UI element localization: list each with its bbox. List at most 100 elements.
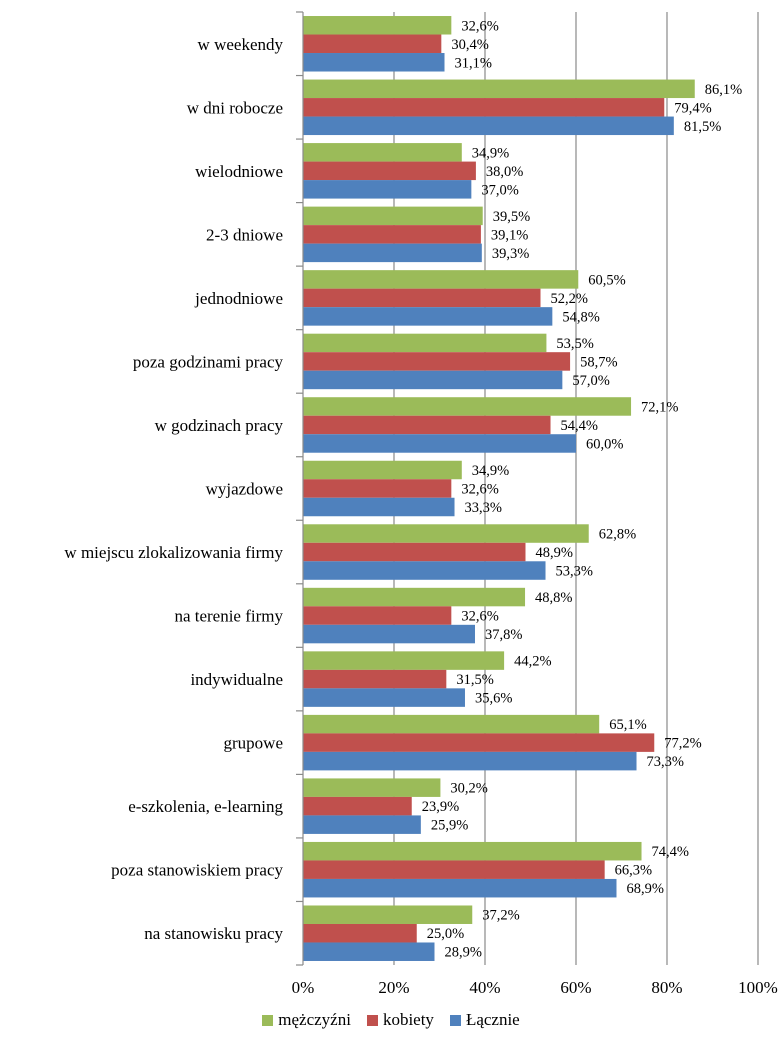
data-label-9-series-0: 48,8%	[535, 590, 572, 606]
bar-3-series-1	[303, 225, 481, 244]
bar-11-series-1	[303, 733, 655, 752]
bar-10-series-0	[303, 651, 505, 670]
bar-2-series-1	[303, 161, 476, 181]
bar-4-series-0	[303, 270, 579, 289]
data-label-11-series-2: 73,3%	[647, 754, 684, 770]
data-label-12-series-1: 23,9%	[422, 799, 459, 815]
data-label-8-series-2: 53,3%	[556, 564, 593, 580]
x-tick-label-2: 40%	[469, 978, 500, 997]
bar-5-series-0	[303, 333, 547, 353]
x-tick-label-5: 100%	[738, 978, 778, 997]
bar-13-series-0	[303, 841, 642, 861]
category-label-8: w miejscu zlokalizowania firmy	[64, 543, 283, 562]
data-label-5-series-2: 57,0%	[572, 373, 609, 389]
data-label-10-series-1: 31,5%	[456, 672, 493, 688]
bar-7-series-1	[303, 479, 452, 498]
data-label-11-series-1: 77,2%	[664, 736, 701, 752]
legend: mężczyźni kobiety Łącznie	[0, 1010, 782, 1030]
data-label-8-series-1: 48,9%	[535, 545, 572, 561]
legend-item-series-0: mężczyźni	[262, 1010, 351, 1030]
bar-0-series-2	[303, 53, 445, 72]
data-label-8-series-0: 62,8%	[599, 527, 636, 543]
bar-4-series-1	[303, 288, 541, 308]
data-label-2-series-2: 37,0%	[481, 182, 518, 198]
data-label-6-series-1: 54,4%	[561, 418, 598, 434]
data-label-4-series-0: 60,5%	[588, 272, 625, 288]
data-label-13-series-2: 68,9%	[626, 881, 663, 897]
legend-swatch-series-1	[366, 1014, 378, 1026]
bar-10-series-1	[303, 669, 447, 689]
bar-9-series-2	[303, 624, 475, 644]
bar-9-series-1	[303, 606, 452, 625]
bar-11-series-0	[303, 714, 600, 734]
data-label-2-series-0: 34,9%	[472, 145, 509, 161]
data-label-1-series-0: 86,1%	[705, 82, 742, 98]
bar-4-series-2	[303, 307, 553, 326]
bar-13-series-1	[303, 860, 605, 879]
data-label-0-series-1: 30,4%	[451, 37, 488, 53]
category-label-1: w dni robocze	[187, 98, 283, 117]
legend-label-series-1: kobiety	[382, 1010, 434, 1029]
category-label-0: w weekendy	[198, 35, 284, 54]
data-label-12-series-2: 25,9%	[431, 818, 468, 834]
category-label-9: na terenie firmy	[174, 607, 283, 626]
data-label-12-series-0: 30,2%	[450, 781, 487, 797]
bar-0-series-0	[303, 16, 452, 35]
category-label-10: indywidualne	[190, 670, 283, 689]
bar-8-series-2	[303, 561, 546, 580]
bar-14-series-2	[303, 942, 435, 961]
data-label-1-series-1: 79,4%	[674, 100, 711, 116]
data-label-4-series-2: 54,8%	[562, 309, 599, 325]
bar-8-series-1	[303, 542, 526, 562]
category-label-6: w godzinach pracy	[155, 416, 284, 435]
legend-swatch-series-2	[449, 1014, 461, 1026]
bar-9-series-0	[303, 587, 526, 607]
x-tick-label-4: 80%	[651, 978, 682, 997]
data-label-3-series-0: 39,5%	[493, 209, 530, 225]
data-label-10-series-2: 35,6%	[475, 691, 512, 707]
bar-5-series-1	[303, 352, 571, 371]
category-label-5: poza godzinami pracy	[133, 352, 284, 371]
data-label-9-series-1: 32,6%	[461, 609, 498, 625]
data-label-7-series-2: 33,3%	[465, 500, 502, 516]
data-label-13-series-0: 74,4%	[652, 844, 689, 860]
bar-6-series-0	[303, 397, 632, 416]
bar-3-series-0	[303, 206, 483, 226]
data-label-7-series-0: 34,9%	[472, 463, 509, 479]
bar-1-series-2	[303, 116, 674, 136]
bar-8-series-0	[303, 524, 589, 543]
bar-7-series-0	[303, 460, 462, 480]
bar-3-series-2	[303, 243, 482, 263]
bar-chart-svg: 32,6% 30,4% 31,1% w weekendy 86,1% 79,4% 81,5%…	[64, 11, 778, 997]
data-label-1-series-2: 81,5%	[684, 119, 721, 135]
data-label-5-series-1: 58,7%	[580, 354, 617, 370]
x-tick-label-0: 0%	[292, 978, 315, 997]
bar-2-series-0	[303, 143, 462, 162]
data-label-7-series-1: 32,6%	[461, 482, 498, 498]
data-label-9-series-2: 37,8%	[485, 627, 522, 643]
data-label-10-series-0: 44,2%	[514, 654, 551, 670]
category-label-3: 2-3 dniowe	[206, 225, 283, 244]
legend-item-series-1: kobiety	[366, 1010, 434, 1030]
bar-6-series-1	[303, 415, 551, 435]
bar-12-series-1	[303, 796, 412, 816]
data-label-6-series-2: 60,0%	[586, 436, 623, 452]
category-label-12: e-szkolenia, e-learning	[128, 797, 283, 816]
bar-12-series-0	[303, 778, 441, 797]
data-label-14-series-1: 25,0%	[427, 926, 464, 942]
bar-1-series-0	[303, 79, 695, 99]
bar-12-series-2	[303, 815, 421, 834]
category-label-2: wielodniowe	[195, 162, 283, 181]
bar-1-series-1	[303, 98, 665, 117]
legend-swatch-series-0	[262, 1014, 274, 1026]
category-label-4: jednodniowe	[194, 289, 283, 308]
category-label-11: grupowe	[224, 734, 283, 753]
data-label-14-series-2: 28,9%	[444, 945, 481, 961]
x-tick-label-3: 60%	[560, 978, 591, 997]
bar-13-series-2	[303, 878, 617, 898]
category-label-14: na stanowisku pracy	[144, 924, 283, 943]
data-label-3-series-1: 39,1%	[491, 227, 528, 243]
bar-7-series-2	[303, 497, 455, 517]
data-label-4-series-1: 52,2%	[551, 291, 588, 307]
data-label-13-series-1: 66,3%	[615, 863, 652, 879]
